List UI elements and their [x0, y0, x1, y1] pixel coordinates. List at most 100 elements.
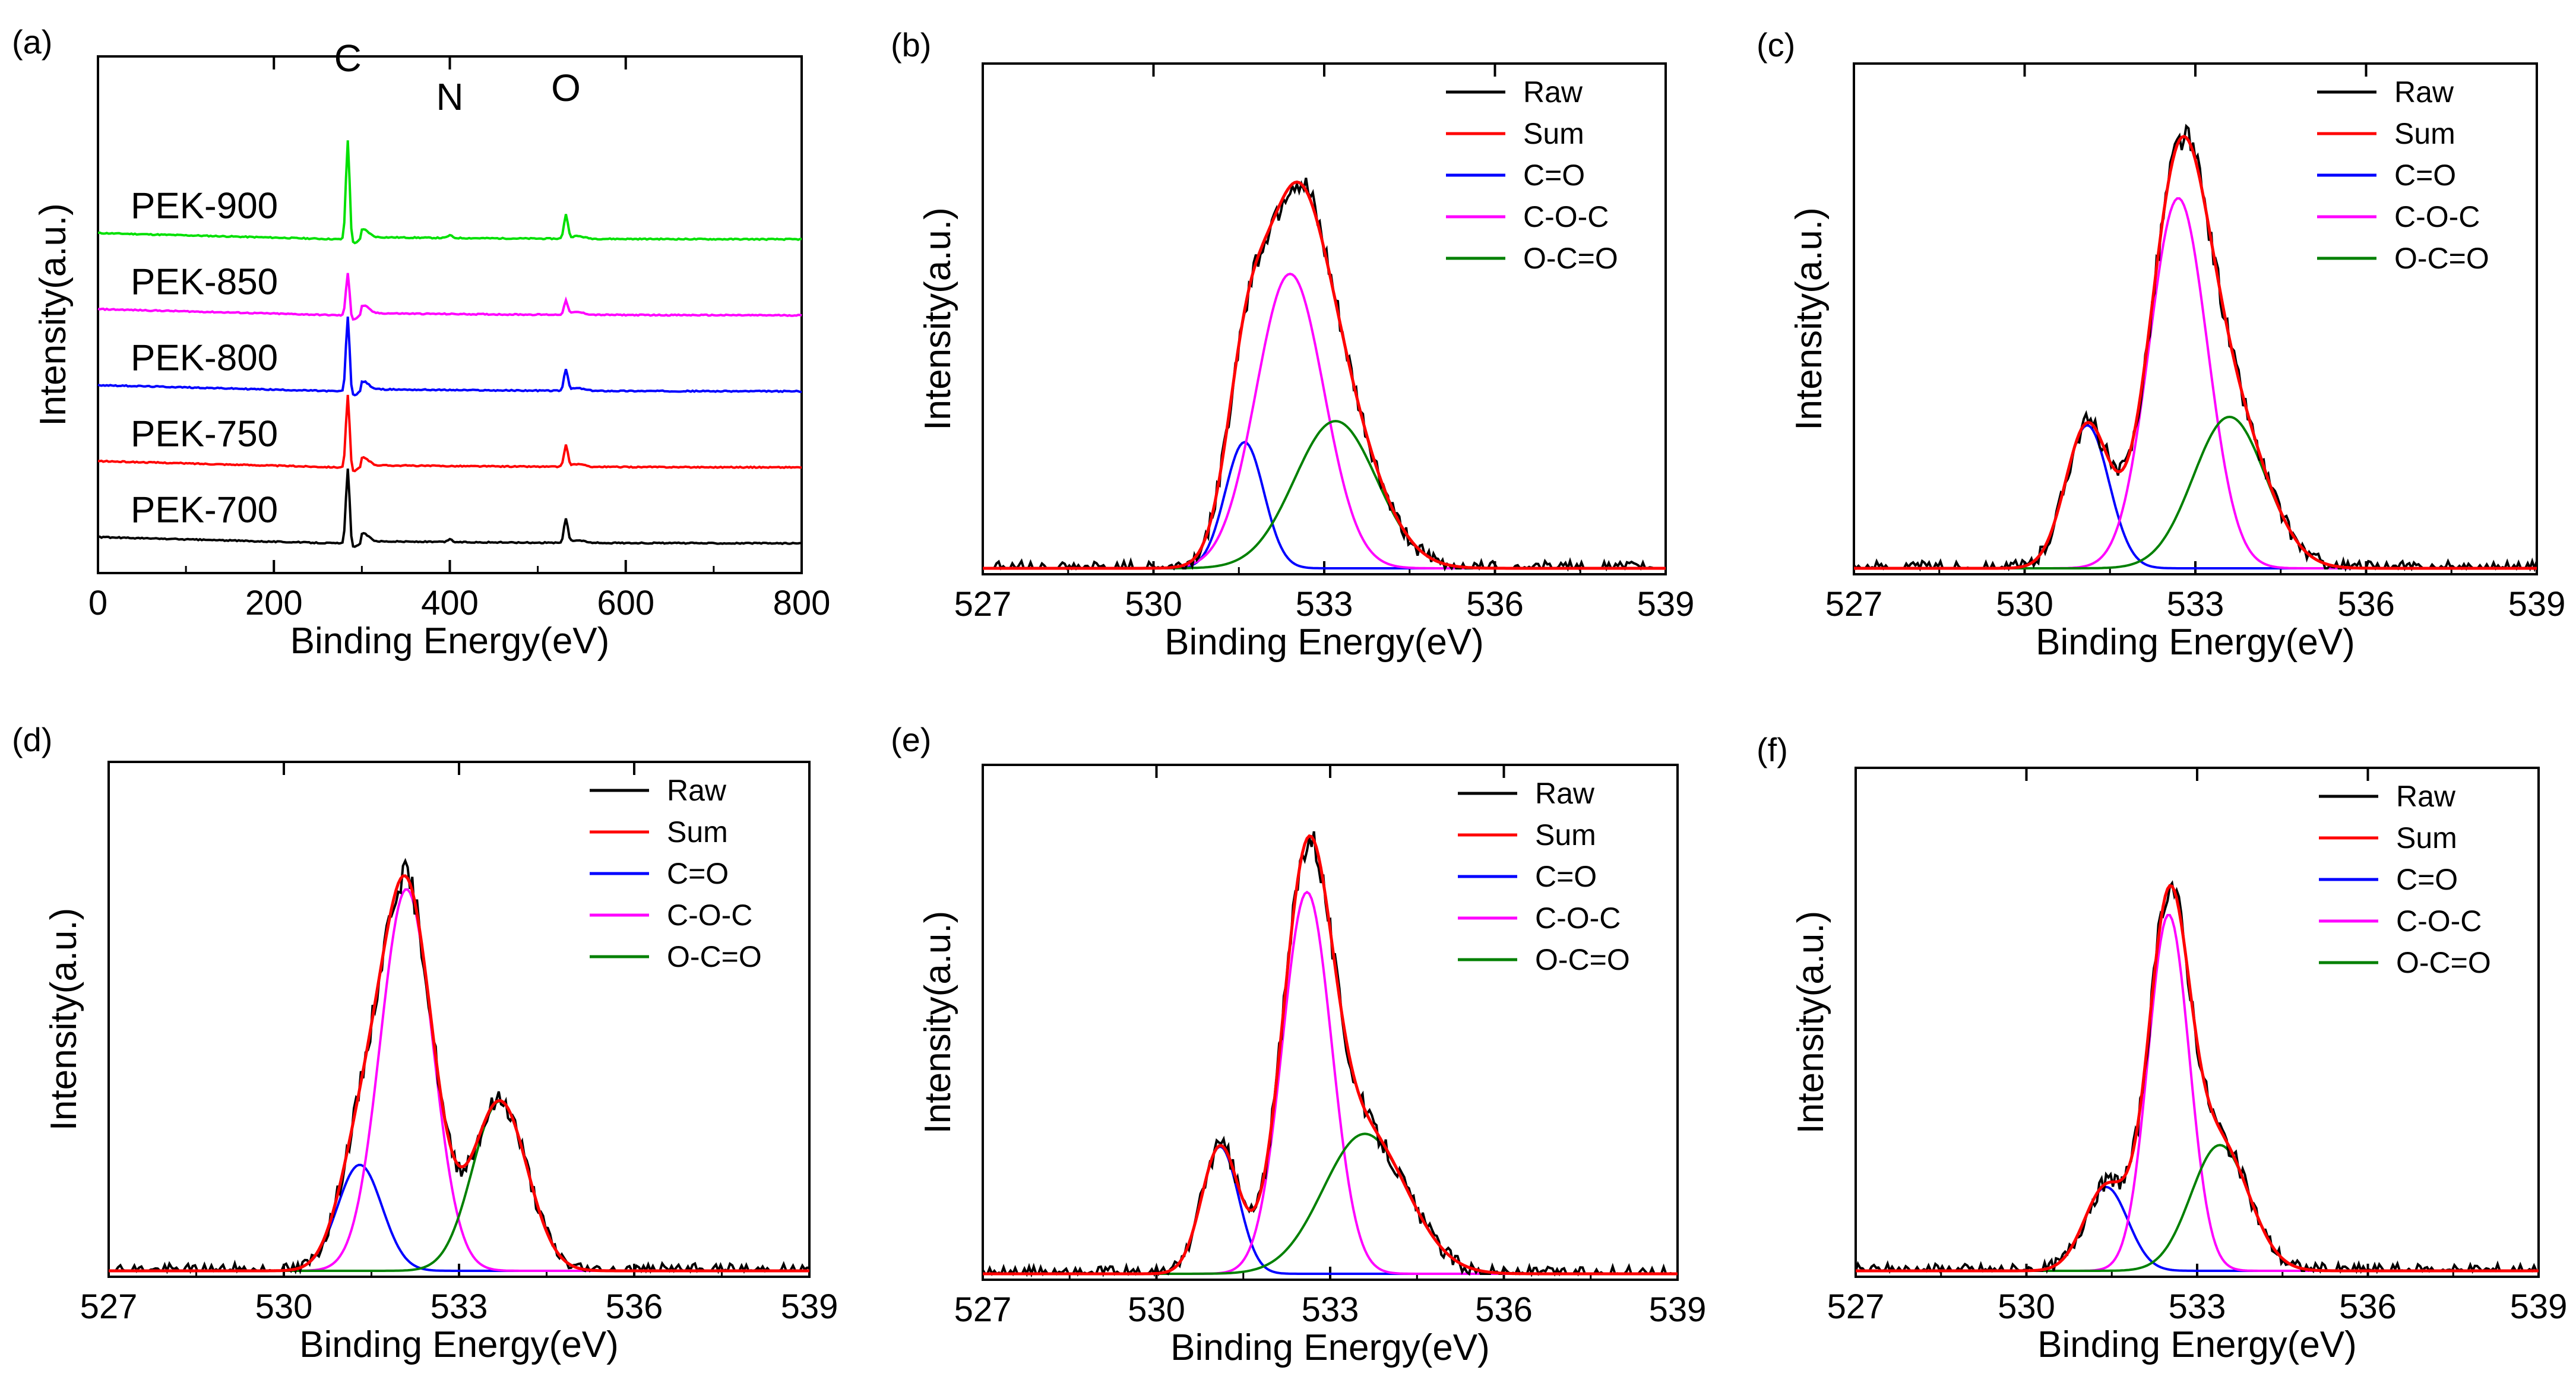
panel-label: (b) [891, 26, 931, 64]
y-axis-title: Intensity(a.u.) [1790, 911, 1831, 1134]
x-tick-label: 536 [2337, 585, 2395, 624]
x-tick-label: 0 [88, 584, 107, 622]
legend-label: Sum [1523, 117, 1584, 150]
legend-label: Raw [2396, 780, 2456, 813]
x-tick-label: 539 [1649, 1290, 1707, 1329]
legend-label: Raw [1535, 777, 1595, 810]
x-tick-label: 530 [1128, 1290, 1185, 1329]
series-line-pek-850 [97, 273, 802, 321]
legend-label: Raw [2394, 75, 2454, 109]
component-line-c-o [983, 1146, 1678, 1275]
x-tick-label: 530 [1998, 1287, 2055, 1326]
legend-label: C=O [667, 857, 729, 890]
legend-label: C=O [2396, 863, 2458, 896]
legend-label: O-C=O [1523, 242, 1618, 275]
sum-fit-line [983, 181, 1666, 570]
legend-label: Raw [1523, 75, 1583, 109]
legend-label: O-C=O [1535, 943, 1630, 976]
x-tick-label: 530 [1125, 585, 1182, 624]
series-line-pek-700 [98, 468, 802, 548]
legend-label: Raw [667, 774, 727, 807]
x-tick-label: 600 [597, 584, 654, 622]
x-tick-label: 800 [773, 584, 831, 622]
sum-fit-line [1856, 884, 2539, 1273]
x-axis-title: Binding Energy(eV) [1164, 622, 1484, 663]
y-axis-title: Intensity(a.u.) [917, 911, 958, 1134]
legend-label: C=O [1535, 860, 1597, 893]
panel-label: (e) [891, 721, 931, 758]
legend-label: O-C=O [2396, 946, 2491, 979]
x-tick-label: 536 [1466, 585, 1524, 624]
sum-fit-line [983, 834, 1678, 1276]
panel-label: (d) [12, 721, 52, 758]
component-line-c-o [983, 441, 1666, 569]
y-axis-title: Intensity(a.u.) [33, 203, 74, 426]
legend-label: Sum [1535, 818, 1596, 852]
x-tick-label: 533 [2167, 585, 2224, 624]
raw-data-line [982, 831, 1678, 1278]
raw-data-line [1853, 124, 2538, 572]
x-tick-label: 527 [954, 1290, 1012, 1329]
x-tick-label: 539 [1637, 585, 1695, 624]
legend-label: C=O [2394, 159, 2456, 192]
component-line-c-o [1856, 1185, 2539, 1272]
peak-label-n: N [436, 75, 463, 118]
component-line-c-o-c [983, 273, 1666, 569]
series-line-pek-900 [97, 140, 802, 245]
raw-data-line [982, 178, 1666, 572]
x-tick-label: 539 [781, 1287, 838, 1326]
x-tick-label: 533 [431, 1287, 488, 1326]
series-label: PEK-750 [131, 414, 278, 455]
x-axis-title: Binding Energy(eV) [290, 621, 610, 662]
x-tick-label: 200 [245, 584, 303, 622]
series-label: PEK-900 [131, 186, 278, 227]
x-tick-label: 530 [255, 1287, 313, 1326]
panel-label: (c) [1757, 26, 1795, 64]
series-label: PEK-700 [131, 490, 278, 531]
component-line-c-o [1854, 424, 2537, 569]
x-tick-label: 533 [2169, 1287, 2226, 1326]
x-axis-title: Binding Energy(eV) [299, 1324, 619, 1365]
x-tick-label: 536 [1475, 1290, 1533, 1329]
legend-label: C-O-C [667, 898, 752, 932]
y-axis-title: Intensity(a.u.) [917, 207, 958, 431]
component-line-o-c-o [1856, 1144, 2539, 1272]
x-tick-label: 539 [2508, 585, 2566, 624]
x-tick-label: 533 [1302, 1290, 1359, 1329]
x-axis-title: Binding Energy(eV) [2036, 622, 2355, 663]
legend-label: Sum [2394, 117, 2455, 150]
plot-area [1853, 124, 2538, 572]
x-tick-label: 527 [1827, 1287, 1885, 1326]
sum-fit-line [1854, 134, 2537, 570]
legend-label: C=O [1523, 159, 1585, 192]
series-label: PEK-800 [131, 338, 278, 379]
x-axis-title: Binding Energy(eV) [1170, 1327, 1490, 1368]
peak-label-o: O [551, 67, 581, 109]
x-tick-label: 527 [1825, 585, 1883, 624]
plot-area [1855, 880, 2539, 1274]
legend-label: O-C=O [667, 940, 762, 973]
legend-label: C-O-C [2396, 904, 2482, 938]
component-line-o-c-o [109, 1100, 809, 1272]
plot-area [109, 858, 810, 1275]
legend-label: C-O-C [1523, 200, 1609, 233]
peak-label-c: C [334, 37, 362, 80]
series-label: PEK-850 [131, 262, 278, 303]
sum-fit-line [109, 874, 809, 1273]
y-axis-title: Intensity(a.u.) [1789, 207, 1830, 431]
panel-label: (f) [1757, 731, 1788, 768]
component-line-o-c-o [983, 420, 1666, 569]
series-line-pek-800 [97, 317, 802, 397]
raw-data-line [1855, 880, 2539, 1274]
x-tick-label: 533 [1296, 585, 1353, 624]
plot-area [982, 831, 1678, 1278]
x-tick-label: 530 [1996, 585, 2053, 624]
component-line-o-c-o [983, 1132, 1678, 1275]
legend-label: Sum [2396, 821, 2457, 855]
x-tick-label: 527 [80, 1287, 138, 1326]
x-axis-title: Binding Energy(eV) [2037, 1324, 2357, 1365]
component-line-o-c-o [1854, 415, 2537, 569]
x-tick-label: 400 [421, 584, 479, 622]
panel-label: (a) [12, 23, 52, 61]
